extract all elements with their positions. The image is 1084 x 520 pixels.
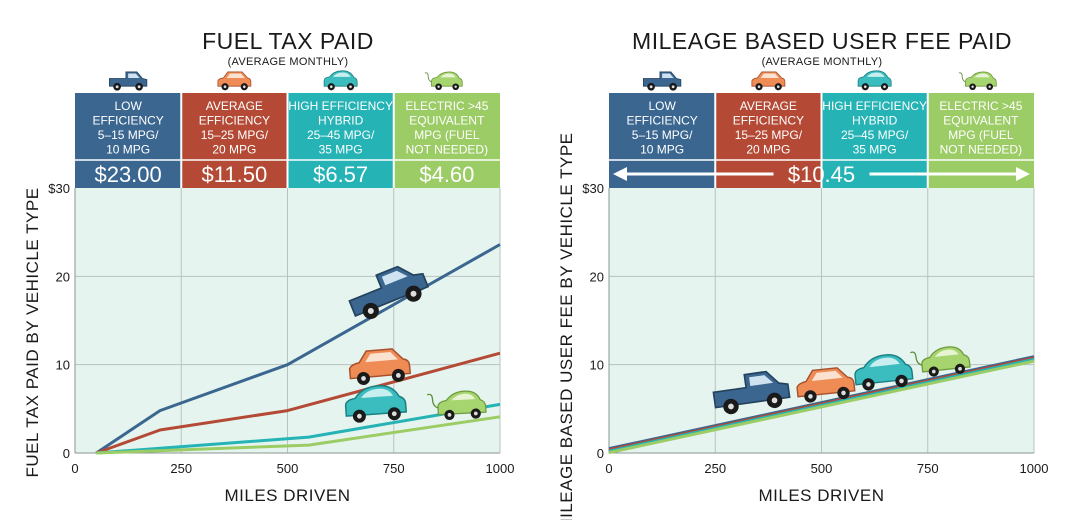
- fuel-tax-value-low: $23.00: [94, 162, 161, 187]
- x-axis-title: MILES DRIVEN: [759, 486, 885, 505]
- header-column-electric: [393, 93, 500, 188]
- y-tick-label: 10: [56, 358, 70, 373]
- header-label-average: AVERAGE: [740, 99, 797, 113]
- header-label-average: 15–25 MPG/: [735, 128, 803, 142]
- chart-title: FUEL TAX PAID: [202, 28, 374, 54]
- y-axis-title: MILEAGE BASED USER FEE BY VEHICLE TYPE: [557, 132, 576, 520]
- y-axis-title: FUEL TAX PAID BY VEHICLE TYPE: [23, 187, 42, 477]
- x-tick-label: 750: [383, 461, 405, 476]
- series-line-average: [95, 351, 501, 455]
- header-label-low: EFFICIENCY: [92, 114, 163, 128]
- x-tick-label: 750: [917, 461, 939, 476]
- chart-panel-2: MILEAGE BASED USER FEE PAID (AVERAGE MONT…: [557, 28, 1048, 520]
- header-label-electric: ELECTRIC >45: [939, 99, 1022, 113]
- header-label-hybrid: 35 MPG: [853, 143, 897, 157]
- header-column-hybrid: [287, 93, 394, 188]
- hybrid-car-icon: [857, 70, 892, 91]
- header-label-average: 20 MPG: [212, 143, 256, 157]
- electric-car-icon: [424, 71, 463, 91]
- pickup-truck-icon: [643, 71, 682, 92]
- header-label-electric: EQUIVALENT: [943, 114, 1019, 128]
- header-label-average: EFFICIENCY: [199, 114, 270, 128]
- x-axis-title: MILES DRIVEN: [225, 486, 351, 505]
- header-label-electric: NOT NEEDED): [940, 143, 1022, 157]
- y-tick-label: 20: [56, 269, 70, 284]
- chart-panel-1: FUEL TAX PAID(AVERAGE MONTHLY)LOWEFFICIE…: [23, 28, 514, 505]
- x-tick-label: 0: [71, 461, 78, 476]
- header-label-low: 5–15 MPG/: [632, 128, 693, 142]
- series-line-hybrid: [96, 402, 501, 455]
- header-label-electric: MPG (FUEL: [948, 128, 1014, 142]
- arrowhead-right: [1016, 167, 1030, 181]
- x-tick-label: 250: [704, 461, 726, 476]
- header-label-electric: ELECTRIC >45: [405, 99, 488, 113]
- x-tick-label: 250: [170, 461, 192, 476]
- y-tick-label: 0: [63, 446, 70, 461]
- header-column-low: [75, 93, 182, 188]
- chart-title: MILEAGE BASED USER FEE PAID: [632, 28, 1012, 54]
- chart-subtitle: (AVERAGE MONTHLY): [762, 56, 883, 68]
- header-label-average: AVERAGE: [206, 99, 263, 113]
- header-label-electric: EQUIVALENT: [409, 114, 485, 128]
- x-tick-label: 1000: [486, 461, 515, 476]
- header-label-hybrid: HYBRID: [318, 114, 364, 128]
- hybrid-car-icon: [323, 70, 358, 91]
- header-label-low: 10 MPG: [106, 143, 150, 157]
- arrowhead-left: [613, 167, 627, 181]
- x-tick-label: 500: [277, 461, 299, 476]
- sedan-car-icon: [751, 71, 786, 91]
- fuel-tax-value-hybrid: $6.57: [313, 162, 368, 187]
- header-label-low: 10 MPG: [640, 143, 684, 157]
- header-label-hybrid: HIGH EFFICIENCY: [288, 99, 393, 113]
- header-label-electric: MPG (FUEL: [414, 128, 480, 142]
- x-tick-label: 1000: [1020, 461, 1049, 476]
- header-label-electric: NOT NEEDED): [406, 143, 488, 157]
- header-label-low: EFFICIENCY: [626, 114, 697, 128]
- y-tick-label: 10: [590, 358, 604, 373]
- y-tick-label: 0: [597, 446, 604, 461]
- header-label-hybrid: HYBRID: [852, 114, 898, 128]
- header-label-average: EFFICIENCY: [733, 114, 804, 128]
- header-column-hybrid: [821, 93, 928, 188]
- y-tick-label: $30: [582, 181, 604, 196]
- header-label-average: 15–25 MPG/: [201, 128, 269, 142]
- sedan-car-icon: [217, 71, 252, 91]
- mbuf-shared-value: $10.45: [788, 162, 855, 187]
- header-column-average: [181, 93, 288, 188]
- electric-car-icon: [958, 71, 997, 91]
- y-tick-label: 20: [590, 269, 604, 284]
- pickup-truck-icon: [109, 71, 148, 92]
- header-label-low: LOW: [648, 99, 676, 113]
- series-line-electric: [608, 359, 1035, 455]
- header-label-low: LOW: [114, 99, 142, 113]
- fuel-tax-value-electric: $4.60: [419, 162, 474, 187]
- header-label-hybrid: 25–45 MPG/: [841, 128, 909, 142]
- series-line-low: [95, 243, 501, 455]
- header-label-average: 20 MPG: [746, 143, 790, 157]
- series-line-electric: [96, 415, 501, 455]
- x-tick-label: 500: [811, 461, 833, 476]
- header-column-average: [715, 93, 822, 188]
- header-label-hybrid: 25–45 MPG/: [307, 128, 375, 142]
- x-tick-label: 0: [605, 461, 612, 476]
- header-label-hybrid: 35 MPG: [319, 143, 363, 157]
- chart-subtitle: (AVERAGE MONTHLY): [228, 56, 349, 68]
- header-label-low: 5–15 MPG/: [98, 128, 159, 142]
- y-tick-label: $30: [48, 181, 70, 196]
- fuel-tax-value-average: $11.50: [202, 162, 268, 187]
- header-label-hybrid: HIGH EFFICIENCY: [822, 99, 927, 113]
